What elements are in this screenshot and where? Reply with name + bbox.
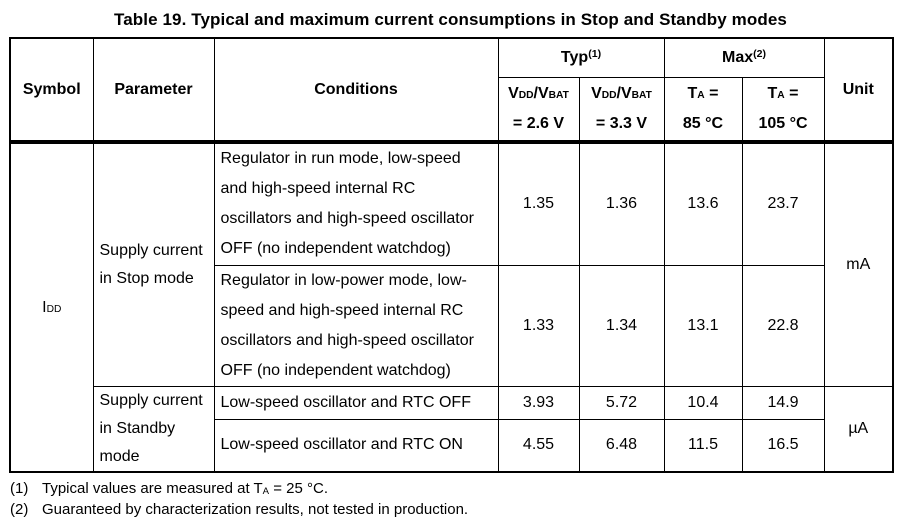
header-row-subcolumns: VDD/VBAT = 2.6 V VDD/VBAT = 3.3 V TA = 85 °… [10,76,893,144]
table-row-stop-run-mode: IDD Supply current in Stop mode Regulato… [9,141,894,473]
col-header-max-ta-105: TA = 105 °C [741,76,825,144]
max-label: Max [722,48,754,66]
typ-footnote-ref: (1) [588,48,602,60]
max-105c-value: 14.9 [741,385,825,420]
vdd-sub: DD [518,90,534,102]
ta-equals: = [704,84,719,102]
max-105c-value: 22.8 [741,264,825,387]
temperature-value: 105 °C [758,114,808,132]
header-row-groups: Symbol Parameter Conditions Typ(1) Max(2… [9,37,894,144]
max-85c-value: 13.6 [663,141,743,266]
temperature-value: 85 °C [682,114,724,132]
vdd-sub: DD [601,90,617,102]
voltage-value: = 2.6 V [512,114,565,132]
typ-2v6-value: 1.33 [497,264,580,387]
max-105c-value: 23.7 [741,141,825,266]
parameter-stop-mode: Supply current in Stop mode [92,141,215,387]
table-title: Table 19. Typical and maximum current co… [114,10,787,29]
col-header-unit: Unit [823,37,894,144]
table-row-standby-rtc-off: Supply current in Standby mode Low-speed… [10,385,894,473]
symbol-idd: IDD [9,141,94,473]
typ-label: Typ [560,48,589,66]
footnote-text-post: = 25 °C. [269,480,329,497]
col-header-parameter: Parameter [92,37,215,144]
footnote-number: (1) [10,480,29,497]
condition-regulator-lowpower: Regulator in low-power mode, low- speed … [213,264,499,387]
table-row-standby-rtc-on: Low-speed oscillator and RTC ON 4.55 6.4… [10,418,893,473]
col-header-typ-vdd-2v6: VDD/VBAT = 2.6 V [497,76,580,144]
typ-2v6-value: 3.93 [497,385,580,420]
vbat-base: /V [533,84,549,102]
symbol-sub: DD [46,304,62,316]
ta-base: T [767,84,778,102]
max-footnote-ref: (2) [753,48,767,60]
footnotes: (1) Typical values are measured at TA = … [10,478,890,520]
typ-2v6-value: 4.55 [497,418,580,473]
col-header-max-ta-85: TA = 85 °C [663,76,743,144]
ta-sub: A [697,90,705,102]
vbat-base: /V [616,84,632,102]
typ-3v3-value: 1.34 [578,264,665,387]
vbat-sub: BAT [548,90,569,102]
parameter-standby-mode: Supply current in Standby mode [92,385,215,473]
typ-3v3-value: 5.72 [578,385,665,420]
condition-rtc-off: Low-speed oscillator and RTC OFF [213,385,499,420]
col-header-max-group: Max(2) [663,37,825,78]
max-85c-value: 10.4 [663,385,743,420]
current-consumption-table: Symbol Parameter Conditions Typ(1) Max(2… [9,37,895,473]
typ-3v3-value: 1.36 [578,141,665,266]
col-header-symbol: Symbol [9,37,94,144]
footnote-2: (2) Guaranteed by characterization resul… [10,499,890,520]
max-85c-value: 13.1 [663,264,743,387]
col-header-conditions: Conditions [213,37,499,144]
vdd-base: V [508,84,519,102]
unit-standby-mode: µA [823,385,894,473]
voltage-value: = 3.3 V [595,114,648,132]
ta-equals: = [784,84,799,102]
col-header-typ-vdd-3v3: VDD/VBAT = 3.3 V [578,76,665,144]
max-105c-value: 16.5 [741,418,825,473]
footnote-number: (2) [10,501,29,518]
ta-sub: A [777,90,785,102]
vdd-base: V [591,84,602,102]
footnote-ta-sub: A [262,485,270,497]
typ-2v6-value: 1.35 [497,141,580,266]
footnote-1: (1) Typical values are measured at TA = … [10,478,890,499]
symbol-base: I [42,298,47,316]
footnote-text: Guaranteed by characterization results, … [42,499,890,520]
unit-stop-mode: mA [823,141,894,387]
condition-rtc-on: Low-speed oscillator and RTC ON [213,418,499,473]
footnote-text-pre: Guaranteed by characterization results, … [42,501,469,518]
typ-3v3-value: 6.48 [578,418,665,473]
footnote-text: Typical values are measured at TA = 25 °… [42,478,890,499]
footnote-text-pre: Typical values are measured at T [42,480,263,497]
ta-base: T [687,84,698,102]
condition-regulator-run: Regulator in run mode, low-speed and hig… [213,141,499,266]
vbat-sub: BAT [631,90,652,102]
table-row-stop-lowpower-mode: Regulator in low-power mode, low- speed … [10,264,893,387]
max-85c-value: 11.5 [663,418,743,473]
col-header-typ-group: Typ(1) [497,37,665,78]
